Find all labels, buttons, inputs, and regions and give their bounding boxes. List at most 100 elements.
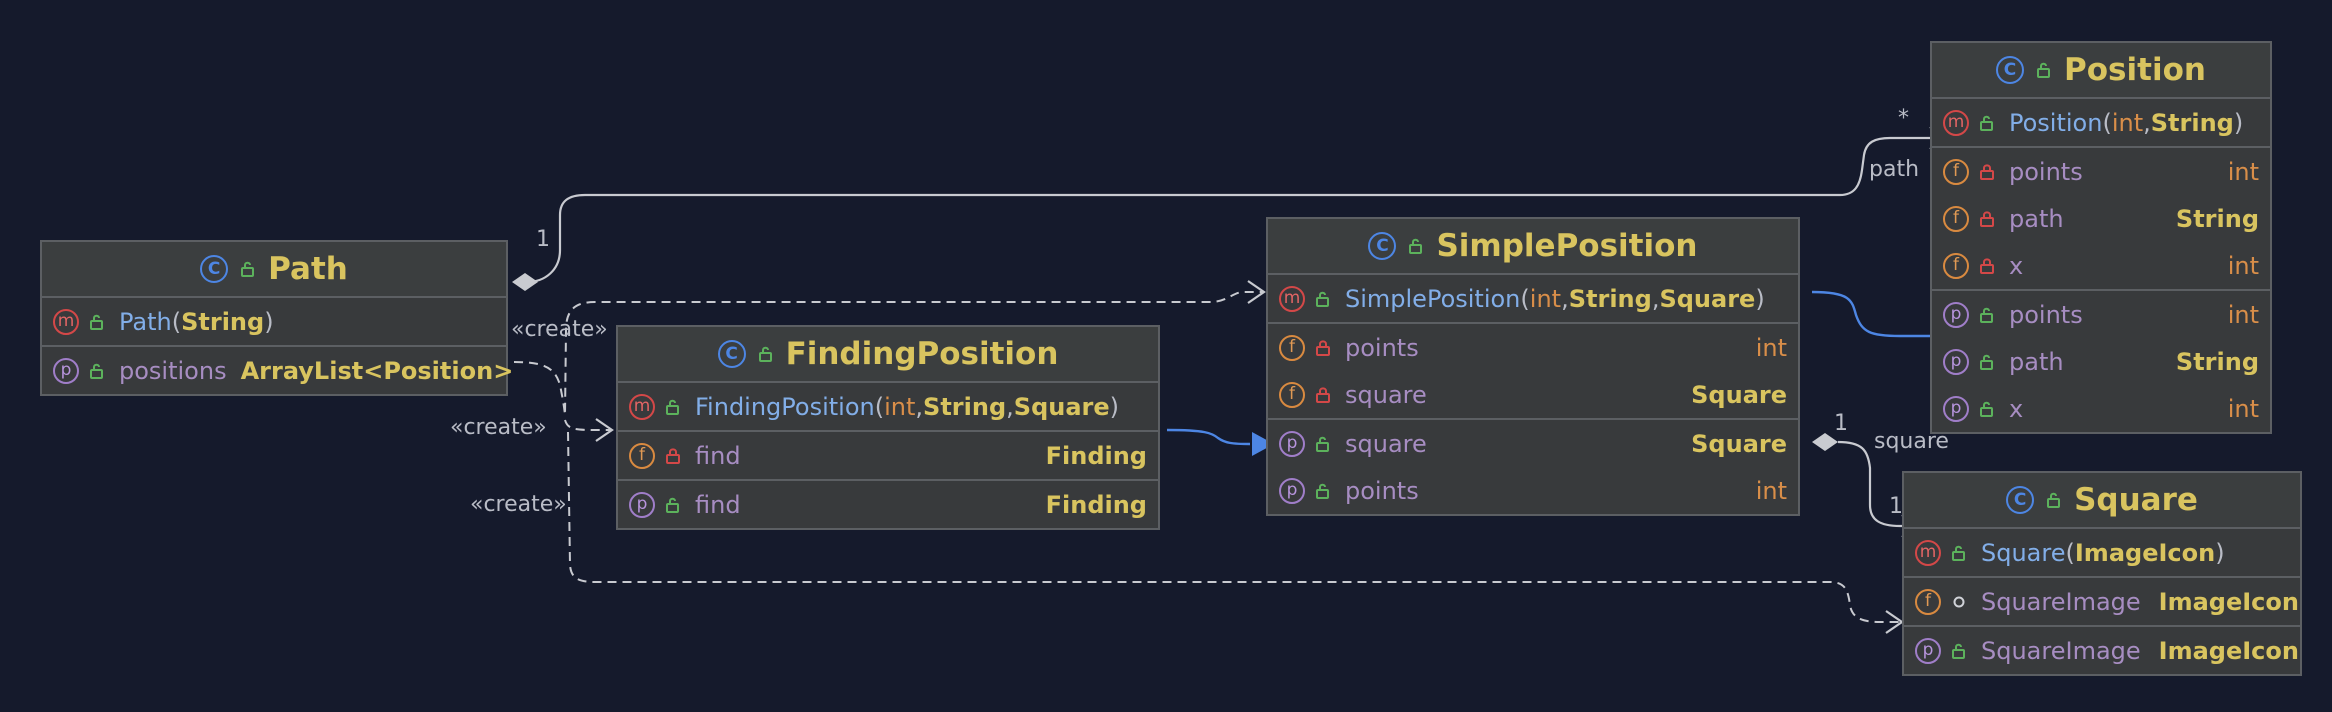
- paren-open: (: [2065, 538, 2075, 567]
- property-icon: p: [1943, 348, 1969, 375]
- edge-path-to-position: [526, 136, 1946, 284]
- property-name: square: [1345, 429, 1427, 458]
- property-row[interactable]: p path String: [1932, 338, 2270, 385]
- class-simpleposition[interactable]: C SimplePosition m SimplePosition(int, S…: [1266, 217, 1800, 516]
- paren-close: ): [2215, 538, 2225, 567]
- constructor-row[interactable]: m Square(ImageIcon): [1904, 529, 2300, 576]
- unlock-icon: [1313, 434, 1333, 454]
- property-icon: p: [629, 491, 655, 518]
- class-header[interactable]: C FindingPosition: [618, 327, 1158, 381]
- class-header[interactable]: C SimplePosition: [1268, 219, 1798, 273]
- method-name: FindingPosition: [695, 392, 875, 421]
- property-type-prefix: ArrayList<: [240, 356, 384, 385]
- field-type: ImageIcon: [2158, 587, 2299, 616]
- property-type-suffix: >: [493, 356, 514, 385]
- lock-icon: [1977, 162, 1997, 182]
- field-type: int: [1755, 333, 1787, 362]
- unlock-icon: [1313, 289, 1333, 309]
- param-type: String: [2150, 108, 2234, 137]
- label-mult-position-target: *: [1898, 106, 1909, 131]
- lock-icon: [663, 446, 683, 466]
- unlock-icon: [2034, 60, 2054, 80]
- property-type: int: [2227, 394, 2259, 423]
- class-header[interactable]: C Path: [42, 242, 506, 296]
- edge-create-simpleposition: [513, 291, 1264, 416]
- constructor-row[interactable]: m Path(String): [42, 298, 506, 345]
- method-name: Path: [119, 307, 172, 336]
- paren-open: (: [874, 392, 885, 421]
- field-icon: f: [1279, 334, 1305, 361]
- class-header[interactable]: C Square: [1904, 473, 2300, 527]
- field-type: String: [2175, 204, 2259, 233]
- inheritance-arrowhead-simpleposition: [1252, 432, 1274, 456]
- field-row[interactable]: f path String: [1932, 195, 2270, 242]
- param-type: String: [923, 392, 1007, 421]
- property-row[interactable]: p x int: [1932, 385, 2270, 432]
- field-icon: f: [629, 442, 655, 469]
- constructor-row[interactable]: m SimplePosition(int, String, Square): [1268, 275, 1798, 322]
- lock-icon: [1313, 338, 1333, 358]
- param-type: Square: [1659, 284, 1756, 313]
- property-icon: p: [1279, 477, 1305, 504]
- property-row[interactable]: p positions ArrayList<Position>: [42, 347, 513, 394]
- property-type: Finding: [1045, 490, 1147, 519]
- class-findingposition[interactable]: C FindingPosition m FindingPosition(int,…: [616, 325, 1160, 530]
- constructor-row[interactable]: m Position(int, String): [1932, 99, 2270, 146]
- property-icon: p: [53, 357, 79, 384]
- field-row[interactable]: f x int: [1932, 242, 2270, 289]
- param-type: String: [181, 307, 265, 336]
- unlock-icon: [1977, 352, 1997, 372]
- property-name: x: [2009, 394, 2024, 423]
- property-row[interactable]: p points int: [1268, 467, 1798, 514]
- edge-create-square: [567, 431, 1902, 623]
- property-row[interactable]: p points int: [1932, 291, 2270, 338]
- field-row[interactable]: f points int: [1268, 324, 1798, 371]
- class-header[interactable]: C Position: [1932, 43, 2270, 97]
- class-position[interactable]: C Position m Position(int, String) f poi…: [1930, 41, 2272, 434]
- label-mult-square-target: 1: [1889, 494, 1903, 519]
- param-type: String: [1568, 284, 1652, 313]
- class-square[interactable]: C Square m Square(ImageIcon) f SquareIma…: [1902, 471, 2302, 676]
- field-icon: f: [1943, 205, 1969, 232]
- field-type: int: [2227, 251, 2259, 280]
- unlock-icon: [238, 259, 258, 279]
- property-type-arg: Position: [383, 356, 494, 385]
- param-type: int: [2111, 108, 2144, 137]
- package-private-icon: [1949, 592, 1969, 612]
- field-row[interactable]: f SquareImage ImageIcon: [1904, 578, 2300, 625]
- property-row[interactable]: p SquareImage ImageIcon: [1904, 627, 2300, 674]
- property-row[interactable]: p find Finding: [618, 481, 1158, 528]
- unlock-icon: [756, 344, 776, 364]
- unlock-icon: [663, 397, 683, 417]
- property-name: positions: [119, 356, 227, 385]
- field-icon: f: [1943, 158, 1969, 185]
- field-name: SquareImage: [1981, 587, 2141, 616]
- class-path[interactable]: C Path m Path(String) p positions ArrayL…: [40, 240, 513, 396]
- field-icon: f: [1943, 252, 1969, 279]
- method-icon: m: [1943, 109, 1969, 136]
- property-name: SquareImage: [1981, 636, 2141, 665]
- property-name: find: [695, 490, 741, 519]
- unlock-icon: [1977, 113, 1997, 133]
- edge-findingposition-extends-simpleposition: [1166, 428, 1251, 446]
- method-icon: m: [53, 308, 79, 335]
- field-type: Square: [1691, 380, 1787, 409]
- unlock-icon: [87, 312, 107, 332]
- field-row[interactable]: f find Finding: [618, 432, 1158, 479]
- field-row[interactable]: f square Square: [1268, 371, 1798, 418]
- field-type: int: [2227, 157, 2259, 186]
- paren-close: ): [264, 307, 274, 336]
- unlock-icon: [87, 361, 107, 381]
- field-row[interactable]: f points int: [1932, 148, 2270, 195]
- unlock-icon: [1313, 481, 1333, 501]
- label-create-findingposition: «create»: [450, 415, 547, 440]
- class-icon: C: [200, 255, 229, 283]
- edge-create-findingposition: [564, 419, 612, 431]
- param-separator: ,: [1561, 284, 1569, 313]
- property-row[interactable]: p square Square: [1268, 420, 1798, 467]
- constructor-row[interactable]: m FindingPosition(int, String, Square): [618, 383, 1158, 430]
- paren-close: ): [1109, 392, 1120, 421]
- arrowhead-create-simpleposition: [1247, 280, 1266, 304]
- unlock-icon: [1949, 543, 1969, 563]
